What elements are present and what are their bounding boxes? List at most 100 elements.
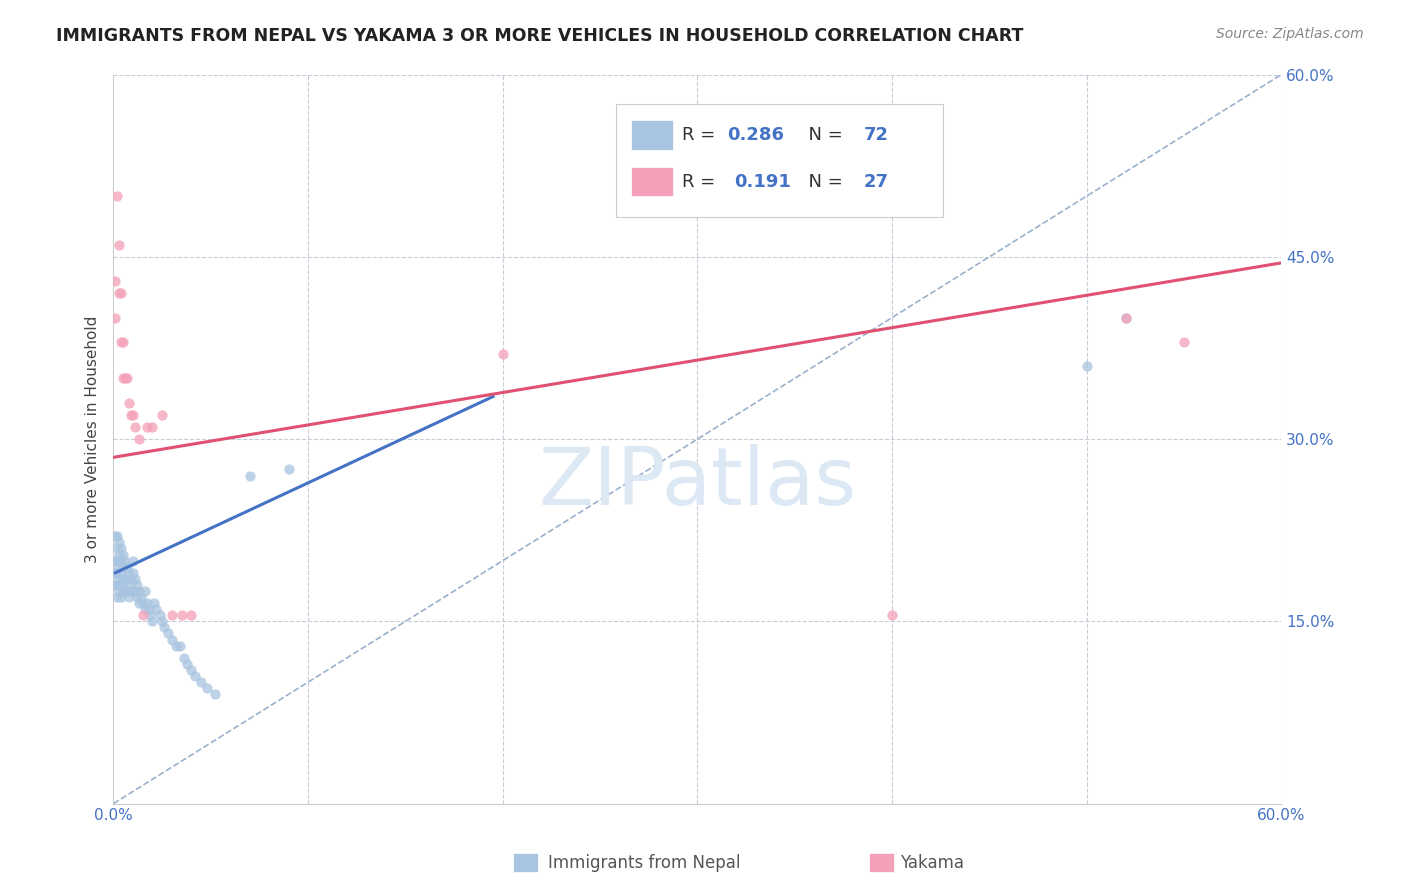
Point [124,572,146,586]
Point [114,584,136,599]
Point [131,608,153,623]
Text: Source: ZipAtlas.com: Source: ZipAtlas.com [1216,27,1364,41]
Point [1173,334,1195,349]
Point [108,559,131,574]
Point [141,420,163,434]
Point [492,347,515,361]
Point [143,596,166,610]
Point [110,286,132,301]
Point [108,572,131,586]
Point [156,626,179,640]
Point [110,553,132,567]
Point [180,663,202,677]
Bar [513,853,538,872]
Point [204,687,226,701]
Point [104,553,127,567]
FancyBboxPatch shape [631,167,673,196]
Point [125,590,148,604]
Point [277,462,299,476]
Point [131,596,153,610]
Point [176,657,198,671]
Point [104,310,127,325]
Point [169,639,191,653]
Point [1076,359,1098,373]
Point [104,274,127,288]
FancyBboxPatch shape [631,120,673,150]
Point [1115,310,1137,325]
Point [108,548,131,562]
Point [170,608,193,623]
Point [115,584,138,599]
Point [880,608,903,623]
Point [150,408,173,422]
Text: N =: N = [797,126,848,144]
Point [122,408,145,422]
Point [149,608,172,623]
Point [135,420,157,434]
Point [110,541,132,556]
Point [153,620,176,634]
Bar [869,853,894,872]
Point [129,590,152,604]
Text: R =: R = [682,126,721,144]
Point [120,584,142,599]
Text: 0.191: 0.191 [734,173,790,191]
Point [112,559,135,574]
Point [104,578,127,592]
Point [104,529,127,543]
Point [122,566,145,580]
Point [115,559,138,574]
Point [160,632,183,647]
Point [190,675,212,690]
Point [173,650,195,665]
Point [124,420,146,434]
Point [124,584,146,599]
Point [105,566,128,580]
Point [118,566,141,580]
Text: ZIPatlas: ZIPatlas [538,444,856,522]
Point [150,615,173,629]
Point [112,334,135,349]
Point [115,371,138,385]
Point [112,548,135,562]
Point [1115,310,1137,325]
Text: 72: 72 [863,126,889,144]
Text: Yakama: Yakama [900,855,965,872]
Point [105,578,128,592]
Point [114,371,136,385]
Text: N =: N = [797,173,848,191]
Text: 27: 27 [863,173,889,191]
Point [110,566,132,580]
Point [105,553,128,567]
Point [165,639,187,653]
Point [135,596,157,610]
Point [108,237,131,252]
Point [110,590,132,604]
Y-axis label: 3 or more Vehicles in Household: 3 or more Vehicles in Household [86,316,100,563]
Point [105,590,128,604]
Point [141,615,163,629]
Point [128,596,150,610]
Point [108,286,131,301]
Point [105,541,128,556]
Point [125,578,148,592]
Point [128,584,150,599]
Point [120,408,142,422]
Text: IMMIGRANTS FROM NEPAL VS YAKAMA 3 OR MORE VEHICLES IN HOUSEHOLD CORRELATION CHAR: IMMIGRANTS FROM NEPAL VS YAKAMA 3 OR MOR… [56,27,1024,45]
Point [134,584,156,599]
Point [118,590,141,604]
Point [184,669,207,683]
Point [122,584,145,599]
Point [105,189,128,203]
Point [108,584,131,599]
Point [128,432,150,446]
Point [104,566,127,580]
Point [160,608,183,623]
Point [114,572,136,586]
Point [195,681,218,696]
Point [110,578,132,592]
Point [145,602,167,616]
Point [115,572,138,586]
Point [114,553,136,567]
Point [110,334,132,349]
